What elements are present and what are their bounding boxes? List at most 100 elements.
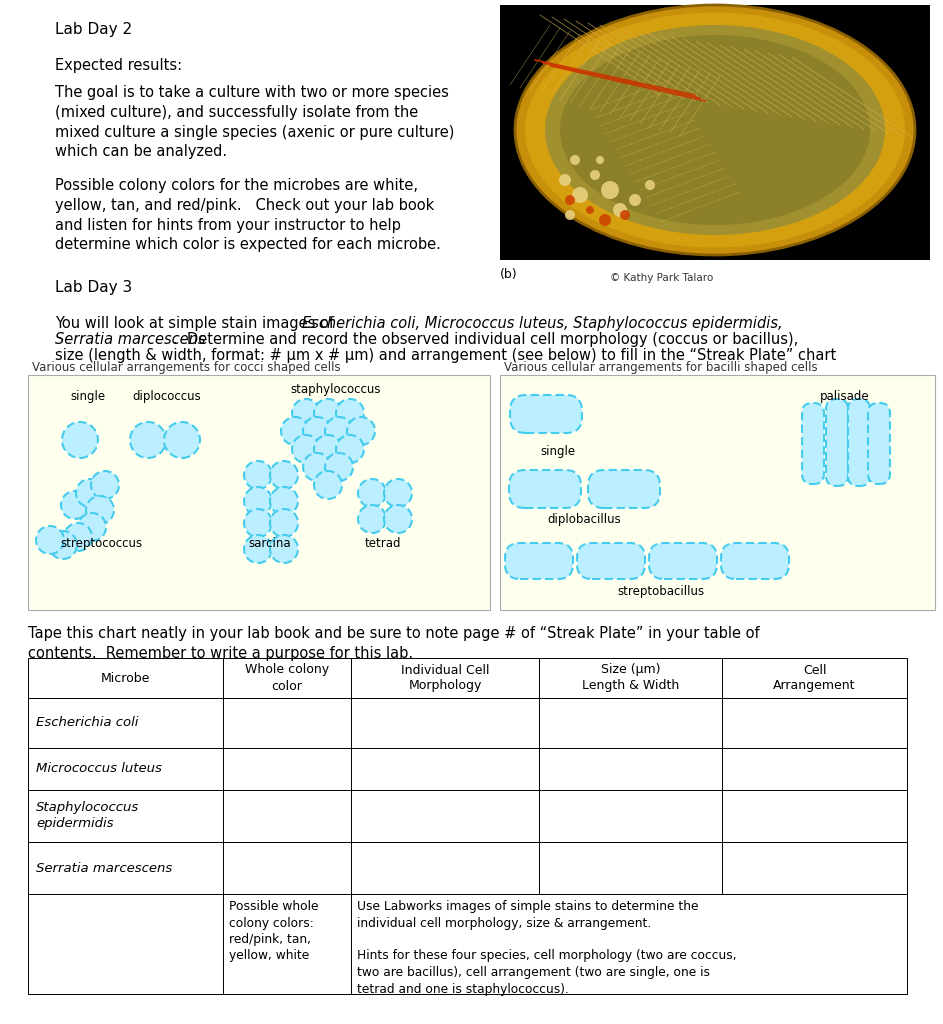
FancyBboxPatch shape [649, 543, 717, 579]
Ellipse shape [565, 210, 575, 220]
Text: Possible whole
colony colors:
red/pink, tan,
yellow, white: Possible whole colony colors: red/pink, … [229, 900, 319, 963]
Ellipse shape [572, 187, 588, 203]
Ellipse shape [358, 479, 386, 507]
Ellipse shape [91, 471, 119, 499]
Ellipse shape [130, 422, 166, 458]
Text: The goal is to take a culture with two or more species
(mixed culture), and succ: The goal is to take a culture with two o… [55, 85, 455, 160]
Text: tetrad: tetrad [365, 537, 402, 550]
Bar [351, 698, 539, 748]
Ellipse shape [76, 479, 104, 507]
Text: staphylococcus: staphylococcus [290, 383, 380, 396]
Text: You will look at simple stain images of: You will look at simple stain images of [55, 316, 339, 331]
Ellipse shape [244, 535, 272, 563]
Ellipse shape [270, 461, 298, 489]
Ellipse shape [303, 453, 331, 481]
Text: sarcina: sarcina [248, 537, 290, 550]
Text: Serratia marcescens: Serratia marcescens [36, 861, 173, 874]
Text: Escherichia coli, Micrococcus luteus, Staphylococcus epidermidis,: Escherichia coli, Micrococcus luteus, St… [302, 316, 783, 331]
Bar [722, 842, 907, 894]
FancyBboxPatch shape [721, 543, 789, 579]
Text: single: single [540, 445, 575, 458]
Ellipse shape [384, 505, 412, 534]
Text: size (length & width, format: # μm x # μm) and arrangement (see below) to fill i: size (length & width, format: # μm x # μ… [55, 348, 836, 362]
Bar [223, 790, 351, 842]
Ellipse shape [314, 399, 342, 427]
Text: Possible colony colors for the microbes are white,
yellow, tan, and red/pink.   : Possible colony colors for the microbes … [55, 178, 441, 252]
FancyBboxPatch shape [509, 470, 581, 508]
Ellipse shape [347, 417, 375, 445]
Bar [351, 790, 539, 842]
Bar [351, 658, 539, 698]
Text: palisade: palisade [820, 390, 869, 403]
Bar [539, 790, 722, 842]
Ellipse shape [586, 206, 594, 214]
Ellipse shape [629, 194, 641, 206]
Bar [351, 842, 539, 894]
FancyBboxPatch shape [868, 403, 890, 484]
Ellipse shape [601, 181, 619, 199]
Ellipse shape [613, 203, 627, 217]
Ellipse shape [358, 505, 386, 534]
Ellipse shape [645, 180, 655, 190]
Ellipse shape [36, 526, 64, 554]
Bar [28, 658, 223, 698]
Ellipse shape [164, 422, 200, 458]
Ellipse shape [559, 174, 571, 186]
Bar [539, 698, 722, 748]
Ellipse shape [515, 5, 915, 255]
Text: © Kathy Park Talaro: © Kathy Park Talaro [610, 273, 713, 283]
Bar [223, 842, 351, 894]
Bar [223, 658, 351, 698]
Ellipse shape [64, 523, 92, 551]
FancyBboxPatch shape [848, 399, 870, 486]
Ellipse shape [325, 453, 353, 481]
Ellipse shape [384, 479, 412, 507]
Text: Whole colony
color: Whole colony color [245, 664, 329, 692]
Ellipse shape [314, 435, 342, 463]
Text: Micrococcus luteus: Micrococcus luteus [36, 763, 162, 775]
Ellipse shape [292, 435, 320, 463]
Bar [351, 894, 907, 994]
Text: Size (μm)
Length & Width: Size (μm) Length & Width [582, 664, 679, 692]
Text: diplococcus: diplococcus [132, 390, 201, 403]
Text: diplobacillus: diplobacillus [547, 513, 620, 526]
Text: Cell
Arrangement: Cell Arrangement [773, 664, 855, 692]
Ellipse shape [270, 487, 298, 515]
Ellipse shape [292, 399, 320, 427]
Ellipse shape [596, 156, 604, 164]
Text: Lab Day 2: Lab Day 2 [55, 22, 132, 37]
Bar [539, 842, 722, 894]
Ellipse shape [244, 487, 272, 515]
Ellipse shape [545, 25, 885, 234]
Ellipse shape [565, 195, 575, 205]
Text: single: single [70, 390, 105, 403]
Bar [223, 698, 351, 748]
Ellipse shape [336, 399, 364, 427]
Ellipse shape [325, 417, 353, 445]
Bar [223, 748, 351, 790]
Text: Expected results:: Expected results: [55, 58, 182, 73]
Text: Tape this chart neatly in your lab book and be sure to note page # of “Streak Pl: Tape this chart neatly in your lab book … [28, 626, 760, 660]
Text: Use Labworks images of simple stains to determine the
individual cell morphology: Use Labworks images of simple stains to … [357, 900, 736, 995]
Ellipse shape [61, 490, 89, 519]
Text: Staphylococcus
epidermidis: Staphylococcus epidermidis [36, 802, 140, 830]
Text: Microbe: Microbe [101, 672, 150, 684]
Bar [500, 375, 935, 610]
Ellipse shape [599, 214, 611, 226]
Ellipse shape [244, 461, 272, 489]
Ellipse shape [560, 35, 870, 225]
FancyBboxPatch shape [505, 543, 573, 579]
Ellipse shape [270, 535, 298, 563]
Bar [28, 375, 490, 610]
Bar [28, 748, 223, 790]
Bar [722, 790, 907, 842]
Bar [28, 698, 223, 748]
Ellipse shape [590, 170, 600, 180]
Ellipse shape [525, 12, 905, 248]
Ellipse shape [49, 531, 77, 559]
FancyBboxPatch shape [802, 403, 824, 484]
Ellipse shape [281, 417, 309, 445]
Bar [539, 658, 722, 698]
Bar [722, 658, 907, 698]
Text: Lab Day 3: Lab Day 3 [55, 280, 132, 295]
